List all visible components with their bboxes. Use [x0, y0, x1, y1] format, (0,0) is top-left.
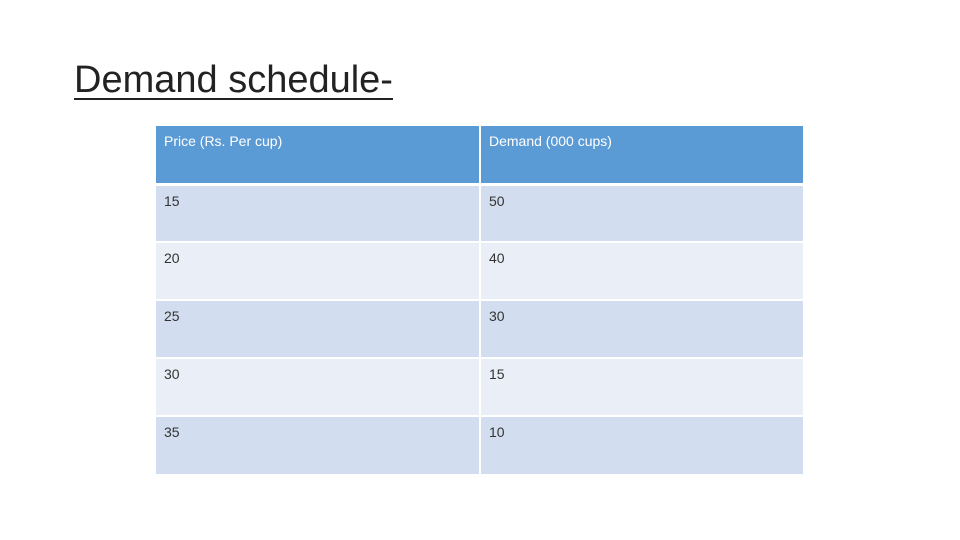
demand-cell: 10	[480, 416, 803, 474]
demand-cell: 30	[480, 300, 803, 359]
slide-title: Demand schedule-	[74, 59, 393, 101]
price-cell: 25	[156, 300, 481, 359]
price-cell: 30	[156, 358, 481, 417]
demand-schedule-table: Price (Rs. Per cup) Demand (000 cups) 15…	[156, 126, 803, 474]
demand-schedule-table-container: Price (Rs. Per cup) Demand (000 cups) 15…	[156, 126, 803, 474]
table-header-row: Price (Rs. Per cup) Demand (000 cups)	[156, 126, 803, 186]
table-row: 30 15	[156, 358, 803, 417]
demand-cell: 50	[480, 184, 803, 243]
header-price: Price (Rs. Per cup)	[156, 126, 481, 186]
table-row: 25 30	[156, 300, 803, 359]
demand-cell: 40	[480, 242, 803, 301]
table-row: 15 50	[156, 184, 803, 243]
table-row: 20 40	[156, 242, 803, 301]
demand-cell: 15	[480, 358, 803, 417]
price-cell: 35	[156, 416, 481, 474]
table-row: 35 10	[156, 416, 803, 474]
price-cell: 20	[156, 242, 481, 301]
price-cell: 15	[156, 184, 481, 243]
header-demand: Demand (000 cups)	[480, 126, 803, 186]
